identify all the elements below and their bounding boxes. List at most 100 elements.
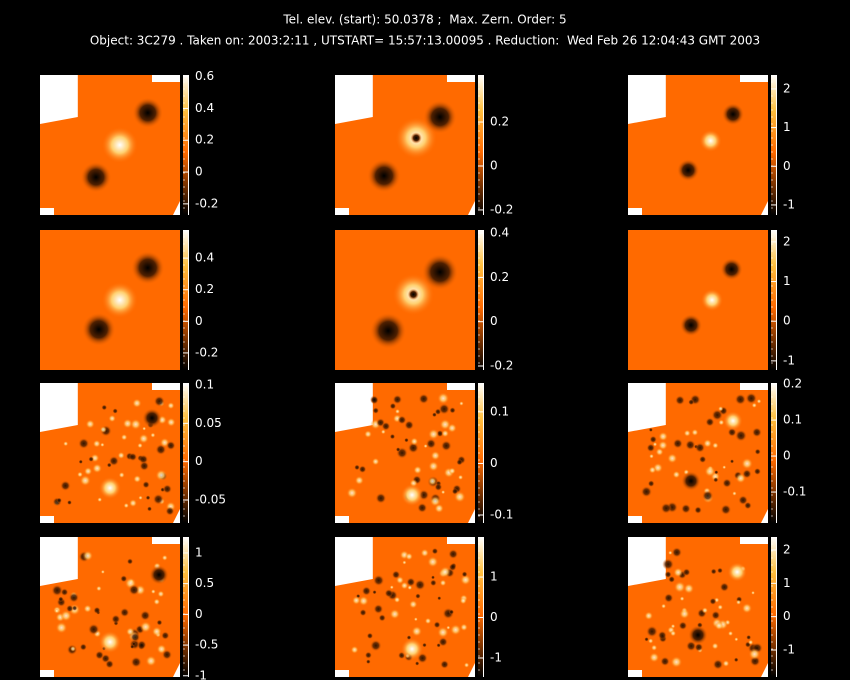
image-panel <box>335 230 475 370</box>
speckle <box>162 484 172 494</box>
speckle <box>648 427 653 433</box>
dark-spot <box>80 161 112 193</box>
speckle <box>99 426 107 434</box>
speckle <box>439 579 447 587</box>
speckle <box>125 627 135 637</box>
speckle <box>672 470 681 479</box>
tick-label: -0.2 <box>490 359 513 373</box>
tick-label: 0 <box>490 158 498 172</box>
speckle <box>437 626 449 639</box>
speckle <box>431 412 437 418</box>
speckle <box>394 408 401 415</box>
speckle <box>668 575 676 583</box>
speckle <box>753 467 762 476</box>
speckle <box>406 577 416 587</box>
speckle <box>85 419 95 429</box>
speckle <box>440 489 446 495</box>
tick-label: 0.2 <box>195 133 214 147</box>
speckle <box>448 563 457 572</box>
tick-label: -0.2 <box>195 345 218 359</box>
dark-spot <box>142 408 162 428</box>
header-line: Object: 3C279 . Taken on: 2003:2:11 , UT… <box>90 34 760 48</box>
speckle <box>150 432 156 438</box>
speckle <box>138 495 143 501</box>
speckle <box>647 638 654 644</box>
speckle <box>744 501 752 510</box>
speckle <box>133 474 142 483</box>
speckle <box>146 506 153 512</box>
speckle <box>459 401 464 406</box>
speckle <box>717 604 724 611</box>
speckle <box>166 417 176 427</box>
speckle <box>741 602 753 614</box>
speckle <box>746 634 752 640</box>
colorbar <box>183 537 188 677</box>
tick-label: 0 <box>490 456 498 470</box>
speckle <box>417 502 428 513</box>
bright-spot <box>700 288 724 312</box>
speckle <box>683 583 695 594</box>
speckle <box>722 478 732 488</box>
speckle <box>408 600 418 609</box>
speckle <box>437 392 450 405</box>
speckle <box>682 568 691 577</box>
tick-label: -1 <box>783 197 795 211</box>
speckle <box>747 639 754 646</box>
speckle <box>389 402 397 410</box>
speckle <box>441 429 450 438</box>
speckle <box>108 414 116 423</box>
speckle <box>129 499 138 508</box>
speckle <box>734 393 747 406</box>
speckle <box>733 657 739 663</box>
speckle <box>415 593 421 599</box>
speckle <box>165 506 175 516</box>
bright-spot <box>723 411 743 431</box>
tick-label: -0.1 <box>490 508 513 522</box>
speckle <box>418 393 429 405</box>
speckle <box>389 608 400 620</box>
tick-label: 0.4 <box>490 226 509 240</box>
speckle <box>644 636 649 642</box>
bright-spot <box>727 562 747 582</box>
dark-spot <box>421 253 459 291</box>
speckle <box>358 465 367 474</box>
speckle <box>703 439 712 448</box>
speckle <box>100 569 105 574</box>
speckle <box>428 476 437 486</box>
speckle <box>88 456 94 462</box>
speckle <box>463 662 470 668</box>
tick-label: -1 <box>783 353 795 367</box>
speckle <box>92 439 101 448</box>
speckle <box>735 599 742 605</box>
speckle <box>649 652 660 663</box>
speckle <box>448 549 459 560</box>
speckle <box>741 457 753 470</box>
speckle <box>650 644 658 651</box>
speckle <box>437 596 442 601</box>
tick-label: 0.1 <box>490 404 509 418</box>
speckle <box>719 582 730 592</box>
speckle <box>155 469 168 482</box>
speckle <box>640 486 653 498</box>
speckle <box>161 631 170 640</box>
speckle <box>461 571 468 578</box>
speckle <box>364 430 372 439</box>
image-panel <box>628 383 768 523</box>
speckle <box>128 452 138 462</box>
speckle <box>395 447 401 452</box>
speckle <box>670 630 677 637</box>
colorbar <box>183 75 188 215</box>
speckle <box>672 438 683 449</box>
speckle <box>166 440 176 451</box>
dark-spot <box>720 258 743 281</box>
speckle <box>430 450 441 461</box>
speckle <box>678 621 688 631</box>
speckle <box>92 463 103 474</box>
speckle <box>87 623 100 636</box>
dark-spot <box>82 312 116 347</box>
speckle <box>428 428 440 440</box>
speckle <box>132 398 142 408</box>
speckle <box>161 649 173 660</box>
speckle <box>354 475 364 485</box>
